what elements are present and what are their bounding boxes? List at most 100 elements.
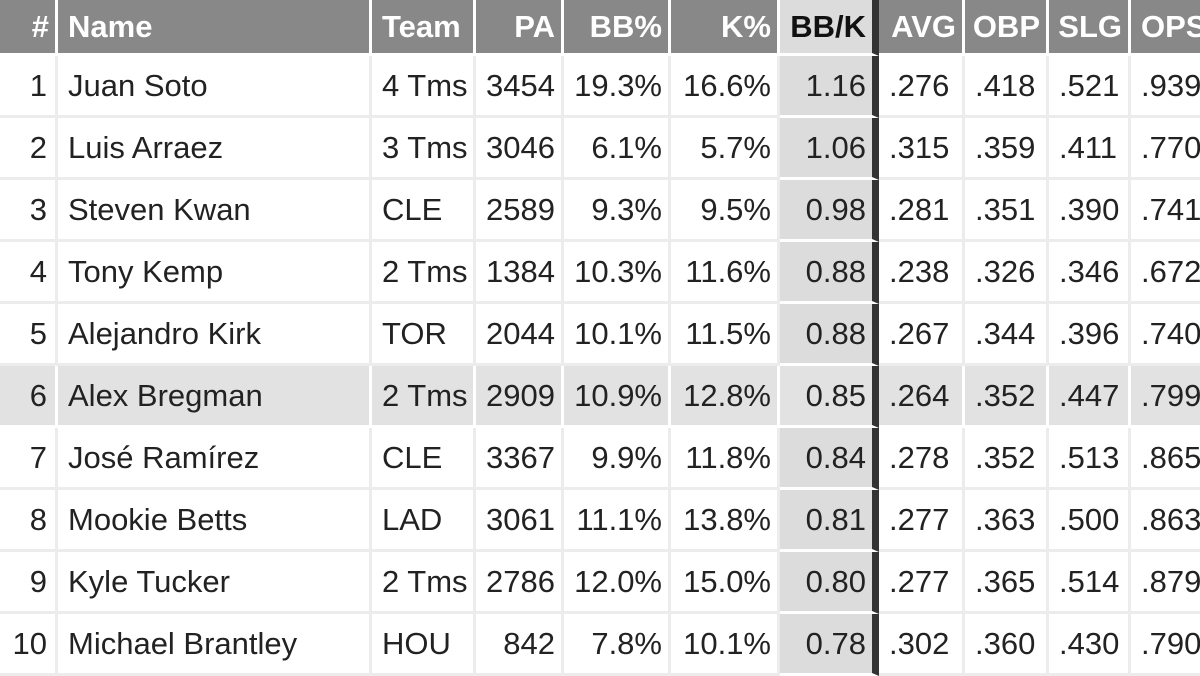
cell-team[interactable]: CLE bbox=[372, 180, 476, 242]
cell-team[interactable]: 2 Tms bbox=[372, 552, 476, 614]
cell-rank: 5 bbox=[0, 304, 58, 366]
cell-ops: .879 bbox=[1131, 552, 1200, 614]
cell-player-name[interactable]: Michael Brantley bbox=[58, 614, 372, 676]
table-header: # Name Team PA BB% K% BB/K AVG OBP SLG O… bbox=[0, 0, 1200, 56]
cell-k-pct: 5.7% bbox=[671, 118, 780, 180]
cell-k-pct: 15.0% bbox=[671, 552, 780, 614]
cell-avg: .281 bbox=[879, 180, 965, 242]
table-row[interactable]: 6 Alex Bregman 2 Tms 2909 10.9% 12.8% 0.85.264… bbox=[0, 366, 1200, 428]
header-bb-pct[interactable]: BB% bbox=[564, 0, 671, 56]
cell-rank: 7 bbox=[0, 428, 58, 490]
cell-bb-k: 0.98 bbox=[780, 180, 879, 242]
cell-avg: .278 bbox=[879, 428, 965, 490]
cell-avg: .238 bbox=[879, 242, 965, 304]
cell-obp: .360 bbox=[965, 614, 1049, 676]
cell-player-name[interactable]: José Ramírez bbox=[58, 428, 372, 490]
cell-k-pct: 13.8% bbox=[671, 490, 780, 552]
cell-player-name[interactable]: Mookie Betts bbox=[58, 490, 372, 552]
cell-rank: 8 bbox=[0, 490, 58, 552]
header-team[interactable]: Team bbox=[372, 0, 476, 56]
cell-player-name[interactable]: Luis Arraez bbox=[58, 118, 372, 180]
cell-pa: 3367 bbox=[476, 428, 564, 490]
cell-avg: .267 bbox=[879, 304, 965, 366]
cell-obp: .351 bbox=[965, 180, 1049, 242]
cell-team[interactable]: TOR bbox=[372, 304, 476, 366]
cell-avg: .302 bbox=[879, 614, 965, 676]
cell-avg: .277 bbox=[879, 552, 965, 614]
cell-k-pct: 11.6% bbox=[671, 242, 780, 304]
cell-pa: 2786 bbox=[476, 552, 564, 614]
cell-k-pct: 11.5% bbox=[671, 304, 780, 366]
header-slg[interactable]: SLG bbox=[1049, 0, 1131, 56]
cell-rank: 1 bbox=[0, 56, 58, 118]
cell-team[interactable]: 2 Tms bbox=[372, 366, 476, 428]
cell-ops: .939 bbox=[1131, 56, 1200, 118]
cell-bb-pct: 10.9% bbox=[564, 366, 671, 428]
header-avg[interactable]: AVG bbox=[879, 0, 965, 56]
cell-obp: .344 bbox=[965, 304, 1049, 366]
cell-team[interactable]: CLE bbox=[372, 428, 476, 490]
cell-player-name[interactable]: Alex Bregman bbox=[58, 366, 372, 428]
cell-slg: .430 bbox=[1049, 614, 1131, 676]
cell-rank: 9 bbox=[0, 552, 58, 614]
cell-k-pct: 12.8% bbox=[671, 366, 780, 428]
table-row[interactable]: 2 Luis Arraez 3 Tms 3046 6.1% 5.7% 1.06.315.35… bbox=[0, 118, 1200, 180]
header-bb-k[interactable]: BB/K bbox=[780, 0, 879, 56]
cell-player-name[interactable]: Alejandro Kirk bbox=[58, 304, 372, 366]
cell-avg: .264 bbox=[879, 366, 965, 428]
cell-slg: .390 bbox=[1049, 180, 1131, 242]
cell-bb-pct: 9.9% bbox=[564, 428, 671, 490]
cell-bb-pct: 6.1% bbox=[564, 118, 671, 180]
table-row[interactable]: 7 José Ramírez CLE 3367 9.9% 11.8% 0.84.278.35… bbox=[0, 428, 1200, 490]
cell-obp: .365 bbox=[965, 552, 1049, 614]
cell-bb-k: 0.84 bbox=[780, 428, 879, 490]
cell-pa: 842 bbox=[476, 614, 564, 676]
cell-ops: .790 bbox=[1131, 614, 1200, 676]
table-row[interactable]: 3 Steven Kwan CLE 2589 9.3% 9.5% 0.98.281.351.… bbox=[0, 180, 1200, 242]
header-rank[interactable]: # bbox=[0, 0, 58, 56]
header-pa[interactable]: PA bbox=[476, 0, 564, 56]
cell-team[interactable]: 2 Tms bbox=[372, 242, 476, 304]
cell-bb-pct: 11.1% bbox=[564, 490, 671, 552]
cell-team[interactable]: 3 Tms bbox=[372, 118, 476, 180]
cell-player-name[interactable]: Kyle Tucker bbox=[58, 552, 372, 614]
header-k-pct[interactable]: K% bbox=[671, 0, 780, 56]
cell-avg: .277 bbox=[879, 490, 965, 552]
table-row[interactable]: 1 Juan Soto 4 Tms 3454 19.3% 16.6% 1.16.276.41… bbox=[0, 56, 1200, 118]
cell-team[interactable]: HOU bbox=[372, 614, 476, 676]
cell-bb-k: 0.81 bbox=[780, 490, 879, 552]
cell-ops: .863 bbox=[1131, 490, 1200, 552]
table-row[interactable]: 5 Alejandro Kirk TOR 2044 10.1% 11.5% 0.88.267… bbox=[0, 304, 1200, 366]
cell-obp: .326 bbox=[965, 242, 1049, 304]
table-row[interactable]: 9 Kyle Tucker 2 Tms 2786 12.0% 15.0% 0.80.277.… bbox=[0, 552, 1200, 614]
cell-player-name[interactable]: Steven Kwan bbox=[58, 180, 372, 242]
cell-team[interactable]: 4 Tms bbox=[372, 56, 476, 118]
cell-player-name[interactable]: Tony Kemp bbox=[58, 242, 372, 304]
cell-slg: .500 bbox=[1049, 490, 1131, 552]
cell-slg: .411 bbox=[1049, 118, 1131, 180]
header-obp[interactable]: OBP bbox=[965, 0, 1049, 56]
cell-team[interactable]: LAD bbox=[372, 490, 476, 552]
cell-rank: 6 bbox=[0, 366, 58, 428]
cell-ops: .672 bbox=[1131, 242, 1200, 304]
cell-ops: .770 bbox=[1131, 118, 1200, 180]
cell-obp: .418 bbox=[965, 56, 1049, 118]
cell-pa: 2909 bbox=[476, 366, 564, 428]
cell-bb-k: 0.78 bbox=[780, 614, 879, 676]
cell-avg: .276 bbox=[879, 56, 965, 118]
table-row[interactable]: 8 Mookie Betts LAD 3061 11.1% 13.8% 0.81.277.3… bbox=[0, 490, 1200, 552]
cell-ops: .741 bbox=[1131, 180, 1200, 242]
header-ops[interactable]: OPS bbox=[1131, 0, 1200, 56]
header-name[interactable]: Name bbox=[58, 0, 372, 56]
cell-bb-pct: 10.3% bbox=[564, 242, 671, 304]
cell-bb-k: 1.06 bbox=[780, 118, 879, 180]
cell-obp: .359 bbox=[965, 118, 1049, 180]
table-row[interactable]: 10 Michael Brantley HOU 842 7.8% 10.1% 0.78.30… bbox=[0, 614, 1200, 676]
table-row[interactable]: 4 Tony Kemp 2 Tms 1384 10.3% 11.6% 0.88.238.32… bbox=[0, 242, 1200, 304]
cell-pa: 1384 bbox=[476, 242, 564, 304]
cell-slg: .396 bbox=[1049, 304, 1131, 366]
cell-player-name[interactable]: Juan Soto bbox=[58, 56, 372, 118]
cell-bb-pct: 12.0% bbox=[564, 552, 671, 614]
cell-ops: .865 bbox=[1131, 428, 1200, 490]
